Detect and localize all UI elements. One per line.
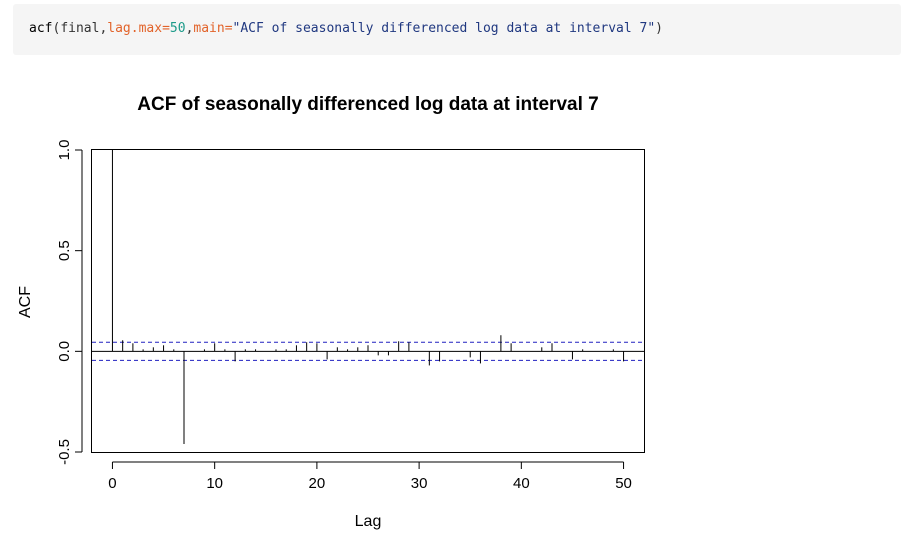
x-tick-label-30: 30 (411, 475, 428, 492)
acf-spikes (111, 150, 625, 444)
chart-title: ACF of seasonally differenced log data a… (137, 94, 598, 115)
x-axis: 0 10 20 30 40 50 (108, 461, 632, 492)
code-arg-series: final, (60, 21, 108, 36)
code-arg-lagmax-name: lag.max= (107, 21, 170, 36)
x-tick-label-40: 40 (513, 475, 530, 492)
y-tick-label-1.0: 1.0 (56, 140, 73, 161)
code-function-name: acf (29, 21, 53, 36)
code-arg-main-name: main= (193, 21, 233, 36)
code-arg-main-value: "ACF of seasonally differenced log data … (232, 21, 656, 36)
plot-frame (91, 149, 645, 453)
code-chunk: acf(final,lag.max=50,main="ACF of season… (13, 4, 901, 55)
x-tick-label-10: 10 (206, 475, 223, 492)
code-close-paren: ) (655, 21, 663, 36)
code-open-paren: ( (52, 21, 61, 36)
x-tick-label-20: 20 (309, 475, 326, 492)
x-tick-label-50: 50 (615, 475, 632, 492)
x-tick-label-0: 0 (108, 475, 116, 492)
code-arg-lagmax-value: 50 (169, 21, 186, 36)
y-tick-label-0.0: 0.0 (56, 341, 73, 362)
code-comma: , (185, 21, 194, 36)
y-axis: -0.5 0.0 0.5 1.0 (56, 140, 83, 465)
x-axis-label: Lag (355, 513, 382, 530)
y-tick-label--0.5: -0.5 (56, 439, 73, 465)
y-tick-label-0.5: 0.5 (56, 240, 73, 261)
y-axis-label: ACF (17, 286, 34, 318)
